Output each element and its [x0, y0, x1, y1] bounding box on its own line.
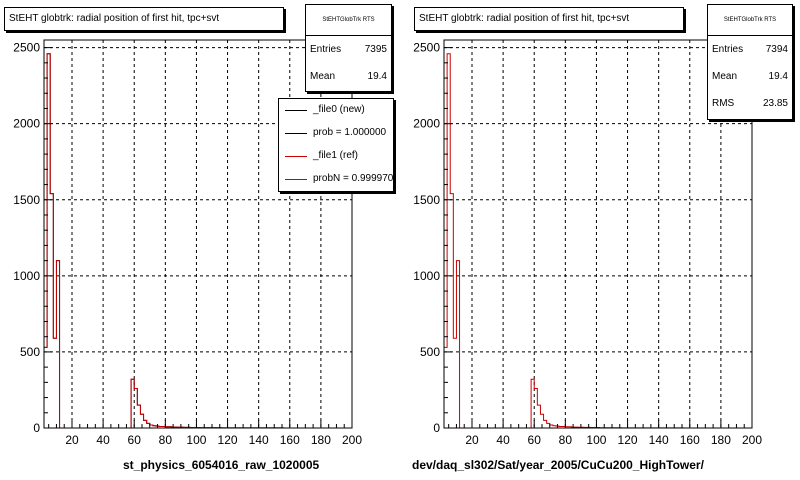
plot-area: [444, 40, 752, 428]
y-tick-label: 2000: [413, 117, 440, 131]
stats-row-mean: Mean 19.4: [306, 63, 391, 90]
stats-header: StEHTGlobTrk RTS: [306, 5, 391, 36]
x-tick-label: 140: [249, 433, 269, 447]
y-tick-label: 0: [433, 421, 440, 435]
y-tick-label: 1000: [413, 269, 440, 283]
stats-header: StEHTGlobTrk RTS: [708, 5, 792, 36]
x-tick-label: 200: [342, 433, 362, 447]
x-tick-label: 180: [311, 433, 331, 447]
legend-label: prob = 1.000000: [313, 127, 387, 138]
legend-line: [285, 156, 307, 157]
stats-row-mean: Mean 19.4: [708, 63, 792, 90]
y-tick-label: 1500: [413, 193, 440, 207]
x-tick-label: 160: [680, 433, 700, 447]
y-tick-label: 2000: [13, 117, 40, 131]
right-plot-panel: 20 40 60 80 100 120 140 160 180 200 0 500 1000 1500 20…: [400, 0, 800, 480]
x-tick-label: 60: [128, 433, 142, 447]
y-tick-label: 1500: [13, 193, 40, 207]
right-plot-title: StEHT globtrk: radial position of first …: [414, 7, 684, 31]
stats-value: 19.4: [367, 71, 387, 82]
x-tick-label: 180: [711, 433, 731, 447]
right-x-axis-label: dev/daq_sl302/Sat/year_2005/CuCu200_High…: [412, 458, 704, 472]
legend-label: _file0 (new): [313, 104, 365, 115]
stats-row-entries: Entries 7394: [708, 36, 792, 63]
stats-value: 23.85: [762, 98, 788, 109]
stats-label: Entries: [712, 44, 744, 55]
x-tick-label: 100: [586, 433, 606, 447]
x-tick-label: 140: [649, 433, 669, 447]
stats-value: 7394: [765, 44, 788, 55]
plot-frame: [443, 39, 753, 429]
stats-value: 7395: [364, 44, 387, 55]
left-x-axis-label: st_physics_6054016_raw_1020005: [123, 458, 320, 472]
x-tick-label: 120: [618, 433, 638, 447]
y-tick-label: 500: [420, 345, 440, 359]
y-tick-label: 500: [20, 345, 40, 359]
left-plot-panel: 20 40 60 80 100 120 140 160 180 200 0 500 1000 1500 20…: [4, 4, 394, 472]
stats-label: Mean: [310, 71, 336, 82]
x-tick-label: 120: [218, 433, 238, 447]
legend-box: _file0 (new) prob = 1.000000 _file1 (ref…: [278, 98, 394, 192]
stats-label: Entries: [310, 44, 342, 55]
right-histogram: 20 40 60 80 100 120 140 160 180 20005001000150020…: [413, 39, 762, 447]
y-tick-label: 2500: [13, 41, 40, 55]
stats-row-rms: RMS 23.85: [708, 90, 792, 117]
y-tick-label: 1000: [13, 269, 40, 283]
x-tick-label: 20: [65, 433, 79, 447]
x-tick-label: 80: [559, 433, 573, 447]
x-tick-label: 60: [528, 433, 542, 447]
x-tick-label: 100: [186, 433, 206, 447]
legend-item-probn: probN = 0.999970: [279, 168, 393, 191]
plot-frame: [43, 39, 353, 429]
y-tick-label: 0: [33, 421, 40, 435]
legend-label: _file1 (ref): [313, 150, 359, 161]
x-tick-label: 40: [96, 433, 110, 447]
left-plot-title: StEHT globtrk: radial position of first …: [4, 7, 284, 31]
legend-line: [285, 110, 307, 111]
right-stats-box: StEHTGlobTrk RTS Entries 7394 Mean 19.4 …: [707, 4, 793, 120]
y-tick-label: 2500: [413, 41, 440, 55]
stats-label: Mean: [712, 71, 738, 82]
legend-line: [285, 179, 307, 180]
legend-item-prob: prob = 1.000000: [279, 122, 393, 145]
stats-row-entries: Entries 7395: [306, 36, 391, 63]
legend-item-file0: _file0 (new): [279, 99, 393, 122]
x-tick-label: 40: [496, 433, 510, 447]
legend-line: [285, 133, 307, 134]
x-tick-label: 20: [465, 433, 479, 447]
stats-value: 19.4: [768, 71, 788, 82]
x-tick-label: 160: [280, 433, 300, 447]
legend-item-file1: _file1 (ref): [279, 145, 393, 168]
stats-label: RMS: [712, 98, 735, 109]
legend-label: probN = 0.999970: [313, 173, 394, 184]
x-tick-label: 200: [742, 433, 762, 447]
x-tick-label: 80: [159, 433, 173, 447]
left-stats-box: StEHTGlobTrk RTS Entries 7395 Mean 19.4: [305, 4, 392, 92]
